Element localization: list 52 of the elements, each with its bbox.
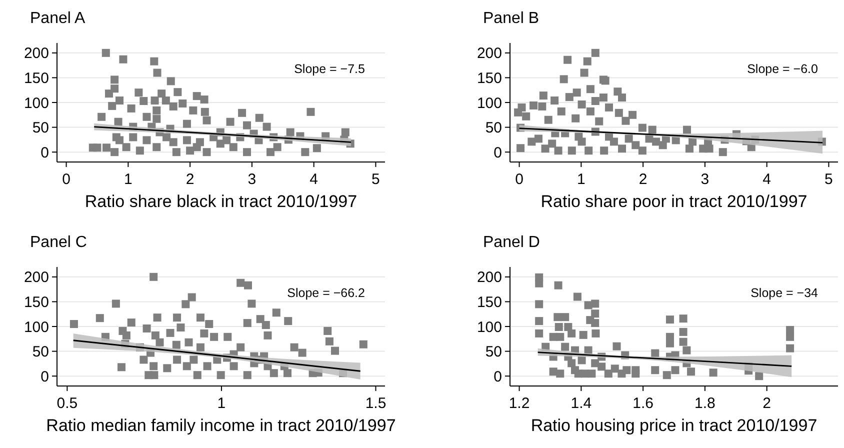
annotation: Slope = −6.0 (747, 62, 818, 76)
y-tick-label: 100 (476, 94, 502, 112)
x-tick-label: 1.4 (570, 395, 592, 412)
x-axis-title: Ratio housing price in tract 2010/1997 (530, 416, 818, 435)
x-tick-label: 1 (124, 171, 132, 188)
x-tick-label: 3 (700, 171, 710, 188)
y-tick-label: 100 (24, 318, 49, 336)
y-tick-label: 50 (32, 120, 49, 137)
x-tick-label: 2 (762, 395, 771, 412)
x-axis-title: Ratio median family income in tract 2010/1997 (46, 416, 396, 435)
x-tick-label: 4 (310, 171, 318, 188)
chart-title: Panel B (483, 10, 540, 27)
y-tick-label: 0 (40, 144, 49, 162)
chart-title: Panel A (30, 10, 86, 27)
y-tick-label: 200 (24, 269, 49, 286)
x-tick-label: 1.2 (508, 395, 530, 412)
y-tick-label: 200 (476, 45, 502, 62)
y-tick-label: 150 (24, 70, 49, 87)
x-tick-label: 2 (186, 171, 194, 188)
x-tick-label: 5 (372, 171, 380, 188)
y-tick-label: 100 (24, 94, 49, 112)
y-tick-label: 100 (476, 318, 502, 336)
x-axis-title: Ratio share poor in tract 2010/1997 (540, 192, 808, 211)
y-tick-label: 0 (494, 144, 502, 162)
x-tick-label: 1.5 (365, 395, 386, 412)
annotation: Slope = −7.5 (294, 62, 366, 76)
x-tick-label: 1.8 (694, 395, 716, 412)
chart-title: Panel D (483, 234, 540, 251)
x-axis-title: Ratio share black in tract 2010/1997 (84, 192, 358, 211)
chart-title: Panel C (30, 234, 87, 251)
annotation: Slope = −66.2 (287, 286, 366, 300)
x-tick-label: 0.5 (56, 395, 78, 412)
y-tick-label: 150 (24, 294, 49, 311)
y-tick-label: 50 (485, 120, 502, 137)
y-tick-label: 50 (485, 344, 502, 361)
x-tick-label: 1.6 (632, 395, 654, 412)
x-tick-label: 3 (248, 171, 256, 188)
annotation: Slope = −34 (750, 286, 818, 300)
x-tick-label: 0 (62, 171, 70, 188)
y-tick-label: 0 (40, 368, 49, 386)
y-tick-label: 150 (476, 294, 502, 311)
y-tick-label: 200 (476, 269, 502, 286)
y-tick-label: 50 (32, 344, 49, 361)
x-tick-label: 1 (217, 395, 226, 412)
x-tick-label: 5 (824, 171, 833, 188)
x-tick-label: 1 (577, 171, 586, 188)
y-tick-label: 150 (476, 70, 502, 87)
x-tick-label: 0 (515, 171, 524, 188)
y-tick-label: 200 (24, 45, 49, 62)
x-tick-label: 4 (762, 171, 771, 188)
y-tick-label: 0 (494, 368, 502, 386)
x-tick-label: 2 (638, 171, 648, 188)
